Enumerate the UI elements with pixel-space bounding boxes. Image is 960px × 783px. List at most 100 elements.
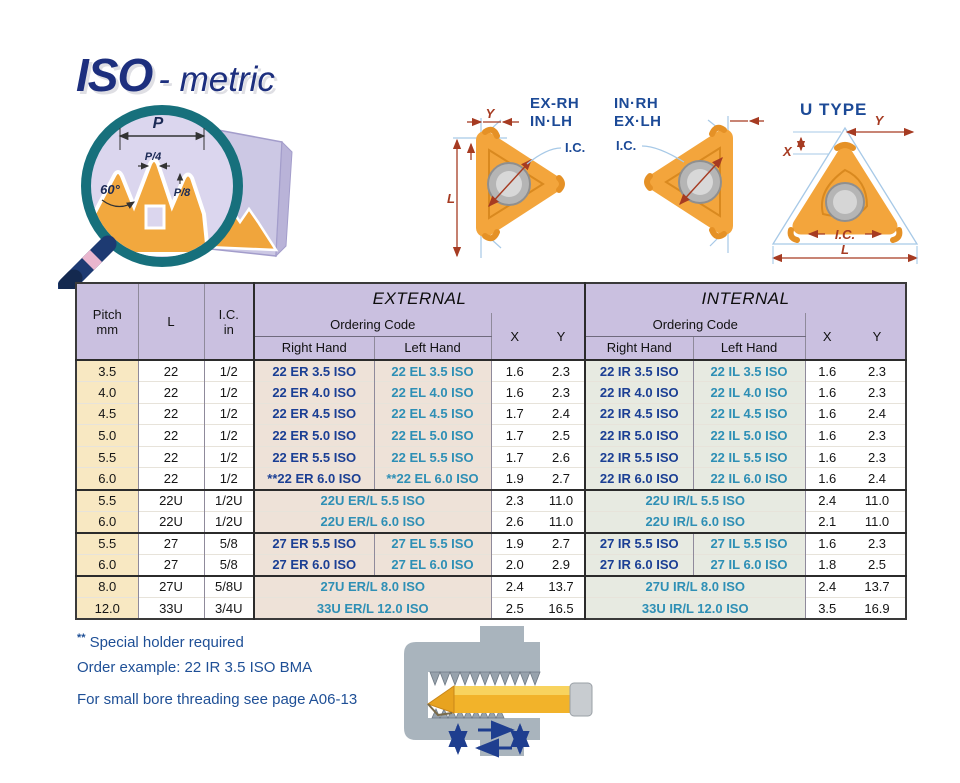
cell-y: 2.4 [538, 402, 585, 425]
cell-l: 22 [137, 402, 204, 425]
cell-x: 1.6 [804, 381, 849, 404]
cell-y: 2.3 [538, 360, 585, 382]
header-pitch: Pitch mm [76, 283, 138, 360]
cell-pitch: 4.5 [76, 402, 138, 425]
dim-p8-label: P/8 [174, 187, 191, 199]
cell-x: 1.6 [804, 402, 849, 425]
label-ex-rh: EX-RH [530, 95, 580, 112]
cell-ic: 1/2U [203, 488, 254, 512]
cell-int-lh: 22 IL 3.5 ISO [692, 360, 805, 382]
table-row: 6.0 22 1/2 **22 ER 6.0 ISO **22 EL 6.0 ISO 1.… [76, 467, 907, 490]
cell-pitch: 4.0 [76, 381, 138, 404]
cell-y: 11.0 [538, 510, 585, 533]
header-l: L [137, 283, 204, 360]
header-y-int: Y [849, 313, 907, 360]
table-row: 5.5 22 1/2 22 ER 5.5 ISO 22 EL 5.5 ISO 1.7 2.6… [76, 445, 907, 468]
cell-y: 2.5 [538, 424, 585, 447]
cell-int-rh: 27 IR 5.5 ISO [584, 531, 693, 555]
insert-tip [426, 685, 455, 714]
cell-int-lh: 22 IL 5.0 ISO [692, 424, 805, 447]
dim-y-label: Y [486, 108, 496, 121]
cell-l: 22 [137, 424, 204, 447]
cell-l: 22 [137, 445, 204, 468]
note-special-text: Special holder required [89, 634, 244, 651]
cell-ic: 1/2 [203, 402, 254, 425]
table-row: 5.0 22 1/2 22 ER 5.0 ISO 22 EL 5.0 ISO 1.7 2.5… [76, 424, 907, 447]
header-ordering-code-ext: Ordering Code [253, 313, 491, 337]
cell-pitch: 5.0 [76, 424, 138, 447]
cell-x: 1.6 [490, 381, 538, 404]
dim-y-label: Y [875, 113, 885, 128]
dim-p4-label: P/4 [145, 151, 162, 163]
cell-l: 27 [137, 531, 204, 555]
cell-l: 22 [137, 467, 204, 490]
label-ex-lh: EX·LH [614, 113, 662, 130]
header-right-hand-ext: Right Hand [253, 336, 374, 360]
cell-ext-span: 22U ER/L 5.5 ISO [253, 488, 491, 512]
note-order-example: Order example: 22 IR 3.5 ISO BMA [77, 659, 313, 676]
cell-x: 1.7 [490, 424, 538, 447]
footnotes: ** Special holder required Order example:… [77, 626, 357, 712]
cell-ext-rh: 22 ER 5.0 ISO [253, 424, 374, 447]
label-in-lh: IN·LH [530, 113, 573, 130]
cell-x: 2.4 [804, 574, 849, 598]
cell-x: 1.6 [804, 424, 849, 447]
cell-ext-lh: 22 EL 5.5 ISO [373, 445, 491, 468]
dim-p-label: P [153, 115, 164, 132]
cell-ext-rh: 22 ER 5.5 ISO [253, 445, 374, 468]
cell-y: 2.4 [849, 467, 907, 490]
cell-pitch: 6.0 [76, 553, 138, 576]
cell-ic: 1/2 [203, 381, 254, 404]
cell-int-rh: 22 IR 4.5 ISO [584, 402, 693, 425]
header-external: EXTERNAL [253, 283, 585, 313]
dim-ic-label: I.C. [616, 138, 636, 153]
cell-y: 2.6 [538, 445, 585, 468]
header-x-ext: X [490, 313, 538, 360]
cell-x: 2.0 [490, 553, 538, 576]
cell-y: 13.7 [538, 574, 585, 598]
dim-x-label: X [782, 144, 793, 159]
cell-y: 2.3 [849, 531, 907, 555]
cell-int-span: 27U IR/L 8.0 ISO [584, 574, 805, 598]
header-ordering-code-int: Ordering Code [584, 313, 805, 337]
cell-ext-rh: 22 ER 4.0 ISO [253, 381, 374, 404]
cell-int-rh: 22 IR 4.0 ISO [584, 381, 693, 404]
dim-angle-label: 60° [100, 182, 120, 197]
table-row: 3.5 22 1/2 22 ER 3.5 ISO 22 EL 3.5 ISO 1.6 2.3… [76, 360, 907, 382]
dim-ic-label: I.C. [835, 227, 855, 242]
label-in-rh: IN·RH [614, 95, 659, 112]
cell-pitch: 12.0 [76, 597, 138, 620]
cell-ic: 1/2U [203, 510, 254, 533]
cell-int-lh: 22 IL 4.5 ISO [692, 402, 805, 425]
cell-ext-span: 33U ER/L 12.0 ISO [253, 597, 491, 620]
note-small-bore: For small bore threading see page A06-13 [77, 691, 358, 708]
cell-y: 13.7 [849, 574, 907, 598]
cell-ext-rh: 22 ER 4.5 ISO [253, 402, 374, 425]
cell-ic: 1/2 [203, 467, 254, 490]
cell-l: 33U [137, 597, 204, 620]
cell-x: 1.6 [804, 531, 849, 555]
header-ic-unit: in [223, 321, 234, 337]
cell-y: 2.4 [849, 402, 907, 425]
cell-ic: 5/8 [203, 531, 254, 555]
special-marker: ** [77, 632, 86, 644]
cell-l: 22 [137, 381, 204, 404]
cell-y: 16.5 [538, 597, 585, 620]
cell-y: 2.3 [538, 381, 585, 404]
note-special-holder: ** Special holder required [77, 626, 357, 655]
cell-pitch: 5.5 [76, 488, 138, 512]
cell-l: 27 [137, 553, 204, 576]
cell-pitch: 5.5 [76, 531, 138, 555]
cell-int-lh: 22 IL 6.0 ISO [692, 467, 805, 490]
dim-l-label: L [447, 191, 455, 206]
iso-metric-spec-table: Pitch mm L I.C. in EXTERNAL INTERNAL Ord… [75, 282, 908, 621]
header-y-ext: Y [538, 313, 585, 360]
cell-ic: 1/2 [203, 424, 254, 447]
cell-int-span: 22U IR/L 5.5 ISO [584, 488, 805, 512]
cell-int-span: 22U IR/L 6.0 ISO [584, 510, 805, 533]
cell-y: 11.0 [849, 510, 907, 533]
cell-y: 2.5 [849, 553, 907, 576]
cell-ic: 5/8U [203, 574, 254, 598]
insert-right-label: IN·RH EX·LH [614, 95, 662, 131]
cell-int-rh: 22 IR 3.5 ISO [584, 360, 693, 382]
